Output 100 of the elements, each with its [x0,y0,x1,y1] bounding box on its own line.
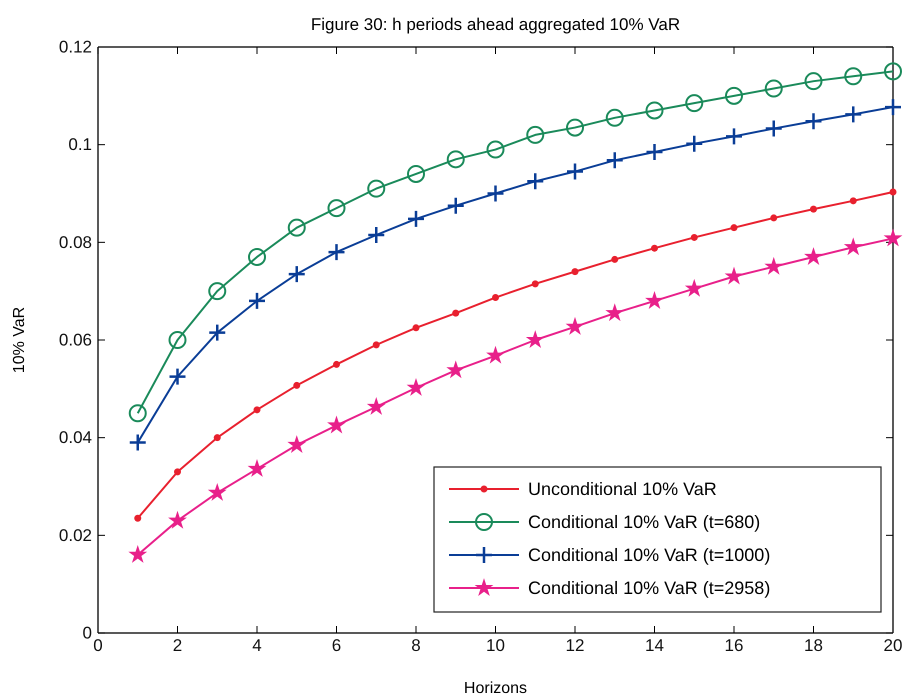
x-tick-label: 18 [804,636,823,656]
point [645,291,664,309]
point [407,164,425,183]
point [248,459,266,477]
point [725,86,743,105]
point [884,62,902,80]
x-tick-label: 8 [411,636,421,656]
point [532,280,539,288]
point [134,514,142,522]
point [254,406,260,414]
point [287,435,306,453]
x-tick-label: 14 [645,636,664,656]
point [730,224,738,232]
point [248,248,266,266]
point [566,316,584,335]
chart-title: Figure 30: h periods ahead aggregated 10% VaR [310,15,680,34]
point [844,237,863,256]
point [128,544,148,563]
point [804,112,823,130]
point [412,324,420,332]
x-tick-label: 20 [884,636,902,656]
x-tick-label: 16 [724,636,744,656]
point [208,482,227,501]
point [367,180,386,198]
point [446,196,465,215]
point [646,101,664,120]
point [770,214,778,222]
point [572,268,578,276]
point [372,341,380,348]
point [764,80,783,98]
x-tick-label: 4 [252,636,262,656]
point [327,416,346,434]
point [492,294,499,302]
y-tick-label: 0.12 [58,37,92,56]
x-tick-label: 10 [486,636,505,656]
y-tick-label: 0.06 [58,330,92,350]
point [685,134,704,153]
point [884,98,902,116]
point [128,433,147,452]
point [208,282,226,300]
point [328,199,346,218]
point [333,360,340,368]
point [844,67,862,86]
y-tick-label: 0 [82,623,92,642]
point [884,228,902,246]
point [486,346,505,364]
y-axis-title: 10% VaR [11,306,28,374]
point [526,126,544,144]
x-axis-title: Horizons [464,680,528,697]
y-tick-label: 0.04 [58,428,92,448]
point [293,382,300,389]
x-tick-label: 6 [332,636,342,656]
point [288,218,306,237]
point [651,244,658,252]
point [844,105,862,124]
point [214,434,221,442]
y-tick-label: 0.1 [68,135,92,154]
point [724,127,744,146]
point [804,72,822,90]
point [248,292,266,310]
point [327,242,346,262]
point [690,234,698,241]
legend-label: Conditional 10% VaR (t=1000) [528,545,770,565]
point [645,142,664,162]
point [804,247,823,265]
point [606,108,624,127]
point [452,310,460,317]
point [566,162,584,181]
point [208,323,226,342]
point [611,256,618,263]
point [486,140,504,159]
legend-label: Conditional 10% VaR (t=680) [528,512,760,532]
legend-label: Unconditional 10% VaR [528,479,717,499]
point [724,266,744,285]
point [764,256,784,275]
point [810,206,817,213]
point [685,94,704,112]
point [566,118,584,137]
point [168,331,186,349]
point [606,151,624,170]
point [446,150,465,168]
point [174,468,181,476]
point [168,510,187,529]
legend-label: Conditional 10% VaR (t=2958) [528,578,770,598]
point [850,197,857,204]
y-tick-label: 0.08 [58,232,92,252]
point [288,264,306,284]
point [486,184,505,203]
point [366,397,386,415]
point [890,188,896,196]
point [128,404,147,422]
point [406,378,426,396]
x-tick-label: 12 [566,636,584,656]
point [526,172,544,191]
y-tick-label: 0.02 [58,526,92,545]
point [406,210,426,228]
point [367,226,386,244]
x-tick-label: 2 [172,636,182,656]
point [446,360,466,378]
point [764,119,783,138]
